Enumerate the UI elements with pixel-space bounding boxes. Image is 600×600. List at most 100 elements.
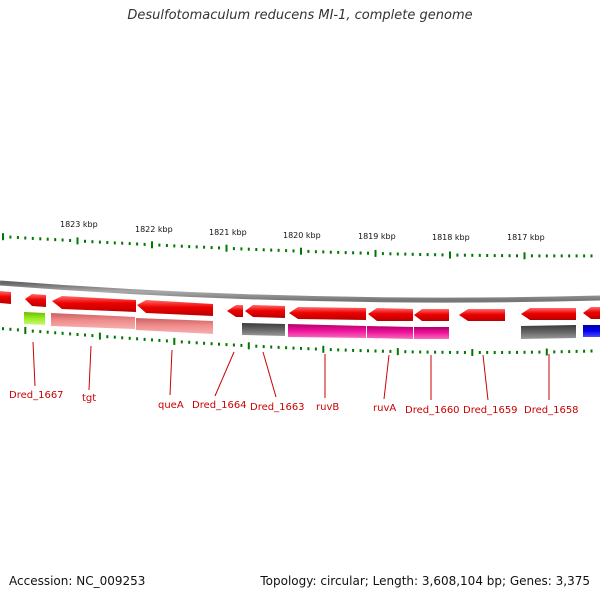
gene-label-ruva[interactable]: ruvA xyxy=(373,403,396,414)
major-tick xyxy=(173,337,176,345)
category-bar[interactable] xyxy=(521,325,576,339)
minor-tick xyxy=(352,348,355,352)
minor-tick xyxy=(188,245,191,249)
outer-scale-ticks xyxy=(2,233,593,260)
minor-tick xyxy=(84,239,86,243)
major-tick xyxy=(523,252,526,260)
gene-arrow[interactable] xyxy=(25,294,46,307)
minor-tick xyxy=(158,243,161,247)
category-bar[interactable] xyxy=(242,323,285,336)
category-bar[interactable] xyxy=(583,325,600,337)
minor-tick xyxy=(426,253,429,257)
minor-tick xyxy=(463,351,466,354)
minor-tick xyxy=(441,253,444,257)
minor-tick xyxy=(493,254,496,258)
major-tick xyxy=(300,247,302,255)
minor-tick xyxy=(314,250,317,254)
gene-arrow[interactable] xyxy=(459,309,505,321)
gene-arrow[interactable] xyxy=(583,307,600,319)
minor-tick xyxy=(39,330,42,334)
category-bar[interactable] xyxy=(24,312,45,325)
minor-tick xyxy=(151,338,153,342)
minor-tick xyxy=(136,242,139,246)
minor-tick xyxy=(568,254,571,258)
minor-tick xyxy=(553,350,556,354)
minor-tick xyxy=(136,337,139,341)
minor-tick xyxy=(247,247,250,251)
category-bar[interactable] xyxy=(414,327,449,339)
gene-arrow[interactable] xyxy=(368,308,413,321)
minor-tick xyxy=(180,244,183,248)
minor-tick xyxy=(568,350,571,354)
minor-tick xyxy=(188,340,191,344)
gene-label-tgt[interactable]: tgt xyxy=(82,393,96,404)
gene-label-dred-1663[interactable]: Dred_1663 xyxy=(250,402,305,413)
gene-arrow[interactable] xyxy=(414,309,449,321)
minor-tick xyxy=(69,332,72,336)
minor-tick xyxy=(9,327,12,331)
category-bar[interactable] xyxy=(51,313,135,329)
minor-tick xyxy=(456,350,459,354)
minor-tick xyxy=(538,350,541,354)
minor-tick xyxy=(530,350,533,354)
minor-tick xyxy=(367,349,369,353)
gene-arrow[interactable] xyxy=(289,307,366,320)
minor-tick xyxy=(84,333,86,337)
major-tick xyxy=(545,348,548,356)
minor-tick xyxy=(449,350,451,354)
minor-tick xyxy=(46,330,49,334)
minor-tick xyxy=(2,327,4,331)
minor-tick xyxy=(128,242,131,246)
minor-tick xyxy=(285,249,288,253)
gene-arrow[interactable] xyxy=(227,305,243,317)
minor-tick xyxy=(277,345,280,349)
minor-tick xyxy=(158,338,161,342)
minor-tick xyxy=(54,238,57,242)
gene-arrow[interactable] xyxy=(245,305,285,318)
category-bar[interactable] xyxy=(136,318,213,334)
inner-scale-ticks xyxy=(2,327,593,356)
minor-tick xyxy=(314,347,317,351)
minor-tick xyxy=(344,348,347,352)
minor-tick xyxy=(530,254,533,258)
minor-tick xyxy=(285,346,288,350)
gene-label-dred-1664[interactable]: Dred_1664 xyxy=(192,400,247,411)
gene-label-quea[interactable]: queA xyxy=(158,400,184,411)
minor-tick xyxy=(404,350,407,354)
minor-tick xyxy=(508,350,511,354)
minor-tick xyxy=(419,350,422,354)
minor-tick xyxy=(560,350,563,354)
gene-label-dred-1660[interactable]: Dred_1660 xyxy=(405,405,460,416)
gene-category-bars xyxy=(24,312,600,339)
minor-tick xyxy=(396,252,399,256)
minor-tick xyxy=(128,336,131,340)
gene-arrow[interactable] xyxy=(137,300,213,316)
gene-label-dred-1667[interactable]: Dred_1667 xyxy=(9,390,64,401)
minor-tick xyxy=(411,252,414,256)
minor-tick xyxy=(255,248,258,251)
minor-tick xyxy=(143,242,146,246)
minor-tick xyxy=(486,254,489,257)
minor-tick xyxy=(322,250,325,254)
minor-tick xyxy=(583,349,586,353)
gene-arrow[interactable] xyxy=(521,308,576,320)
category-bar[interactable] xyxy=(367,326,413,339)
gene-arrow[interactable] xyxy=(52,296,136,312)
major-tick xyxy=(98,332,101,340)
minor-tick xyxy=(16,328,19,332)
gene-arrow[interactable] xyxy=(0,291,11,304)
minor-tick xyxy=(203,341,206,345)
category-bar[interactable] xyxy=(288,324,366,338)
minor-tick xyxy=(337,348,340,352)
gene-label-dred-1659[interactable]: Dred_1659 xyxy=(463,405,518,416)
minor-tick xyxy=(113,241,116,245)
minor-tick xyxy=(501,351,504,354)
minor-tick xyxy=(91,240,94,244)
minor-tick xyxy=(292,249,295,253)
gene-label-dred-1658[interactable]: Dred_1658 xyxy=(524,405,579,416)
minor-tick xyxy=(195,341,198,345)
minor-tick xyxy=(389,349,392,353)
gene-label-ruvb[interactable]: ruvB xyxy=(316,402,339,413)
minor-tick xyxy=(210,342,213,346)
major-tick xyxy=(322,345,325,353)
